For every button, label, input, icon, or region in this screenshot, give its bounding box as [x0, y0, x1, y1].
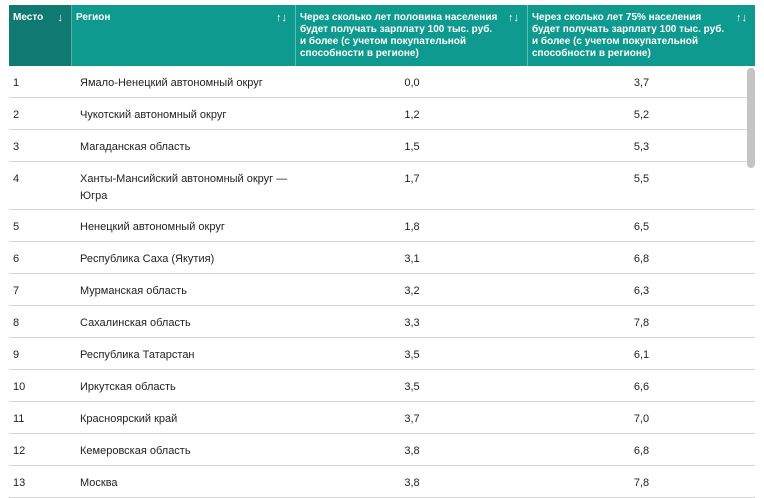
cell-75-percent: 6,1	[633, 349, 650, 361]
column-header-label: Через сколько лет половина населения буд…	[300, 12, 498, 59]
cell-half-population: 1,7	[404, 173, 420, 185]
table-row: 3 Магаданская область 1,5 5,3	[9, 130, 755, 162]
table-row: 6 Республика Саха (Якутия) 3,1 6,8	[9, 242, 755, 274]
cell-place: 6	[13, 253, 20, 265]
cell-place: 7	[13, 285, 20, 297]
ranking-table: Место ↓ Регион ↑↓ Через сколько лет поло…	[9, 5, 755, 498]
cell-half-population: 3,3	[404, 317, 420, 329]
table-header: Место ↓ Регион ↑↓ Через сколько лет поло…	[9, 5, 755, 66]
cell-region: Чукотский автономный округ	[80, 109, 227, 121]
table-row: 5 Ненецкий автономный округ 1,8 6,5	[9, 210, 755, 242]
cell-half-population: 1,8	[404, 221, 420, 233]
cell-place: 3	[13, 141, 20, 153]
cell-75-percent: 7,0	[633, 413, 650, 425]
cell-75-percent: 6,8	[633, 445, 650, 457]
table-row: 1 Ямало-Ненецкий автономный округ 0,0 3,7	[9, 66, 755, 98]
table-row: 10 Иркутская область 3,5 6,6	[9, 370, 755, 402]
cell-75-percent: 6,6	[633, 381, 650, 393]
cell-place: 5	[13, 221, 20, 233]
sort-toggle-icon[interactable]: ↑↓	[276, 12, 287, 24]
column-header-75-percent[interactable]: Через сколько лет 75% населения будет по…	[528, 5, 755, 66]
cell-region: Республика Саха (Якутия)	[80, 253, 215, 265]
cell-75-percent: 5,2	[633, 109, 650, 121]
cell-region: Мурманская область	[80, 285, 187, 297]
cell-region: Ханты-Мансийский автономный округ — Югра	[80, 173, 288, 202]
cell-region: Сахалинская область	[80, 317, 191, 329]
cell-75-percent: 7,8	[633, 317, 650, 329]
column-header-label: Через сколько лет 75% населения будет по…	[532, 12, 725, 59]
cell-75-percent: 7,8	[633, 477, 650, 489]
cell-place: 2	[13, 109, 20, 121]
table-row: 9 Республика Татарстан 3,5 6,1	[9, 338, 755, 370]
column-header-region[interactable]: Регион ↑↓	[72, 5, 296, 66]
cell-half-population: 3,2	[404, 285, 420, 297]
cell-place: 13	[13, 477, 26, 489]
table-row: 13 Москва 3,8 7,8	[9, 466, 755, 498]
cell-75-percent: 5,3	[633, 141, 650, 153]
table-body: 1 Ямало-Ненецкий автономный округ 0,0 3,7 2 Ч…	[9, 66, 755, 498]
table-row: 12 Кемеровская область 3,8 6,8	[9, 434, 755, 466]
cell-half-population: 3,5	[404, 381, 420, 393]
column-header-label: Место	[13, 12, 44, 23]
table-row: 2 Чукотский автономный округ 1,2 5,2	[9, 98, 755, 130]
cell-place: 8	[13, 317, 20, 329]
column-header-half-population[interactable]: Через сколько лет половина населения буд…	[296, 5, 528, 66]
sort-toggle-icon[interactable]: ↑↓	[736, 12, 747, 24]
cell-region: Красноярский край	[80, 413, 178, 425]
cell-half-population: 0,0	[404, 77, 420, 89]
cell-half-population: 3,7	[404, 413, 420, 425]
column-header-place[interactable]: Место ↓	[9, 5, 72, 66]
cell-75-percent: 3,7	[633, 77, 650, 89]
cell-half-population: 3,8	[404, 445, 420, 457]
cell-region: Ненецкий автономный округ	[80, 221, 225, 233]
cell-region: Иркутская область	[80, 381, 176, 393]
cell-half-population: 3,1	[404, 253, 420, 265]
cell-region: Магаданская область	[80, 141, 191, 153]
table-row: 8 Сахалинская область 3,3 7,8	[9, 306, 755, 338]
cell-place: 11	[13, 413, 25, 425]
cell-place: 12	[13, 445, 26, 457]
cell-half-population: 1,2	[404, 109, 420, 121]
cell-region: Республика Татарстан	[80, 349, 195, 361]
cell-75-percent: 6,3	[633, 285, 650, 297]
cell-place: 9	[13, 349, 20, 361]
cell-place: 10	[13, 381, 26, 393]
table-row: 11 Красноярский край 3,7 7,0	[9, 402, 755, 434]
cell-place: 4	[13, 173, 20, 185]
cell-region: Кемеровская область	[80, 445, 191, 457]
cell-half-population: 1,5	[404, 141, 420, 153]
cell-region: Москва	[80, 477, 118, 489]
cell-half-population: 3,5	[404, 349, 420, 361]
cell-region: Ямало-Ненецкий автономный округ	[80, 77, 263, 89]
cell-75-percent: 6,5	[633, 221, 650, 233]
column-header-label: Регион	[76, 12, 111, 23]
table-row: 7 Мурманская область 3,2 6,3	[9, 274, 755, 306]
sort-toggle-icon[interactable]: ↑↓	[508, 12, 519, 24]
sort-desc-icon[interactable]: ↓	[57, 12, 64, 24]
cell-place: 1	[13, 77, 20, 89]
table-row: 4 Ханты-Мансийский автономный округ — Югр…	[9, 162, 755, 210]
cell-75-percent: 5,5	[633, 173, 650, 185]
scrollbar-thumb[interactable]	[747, 68, 755, 168]
cell-75-percent: 6,8	[633, 253, 650, 265]
cell-half-population: 3,8	[404, 477, 420, 489]
